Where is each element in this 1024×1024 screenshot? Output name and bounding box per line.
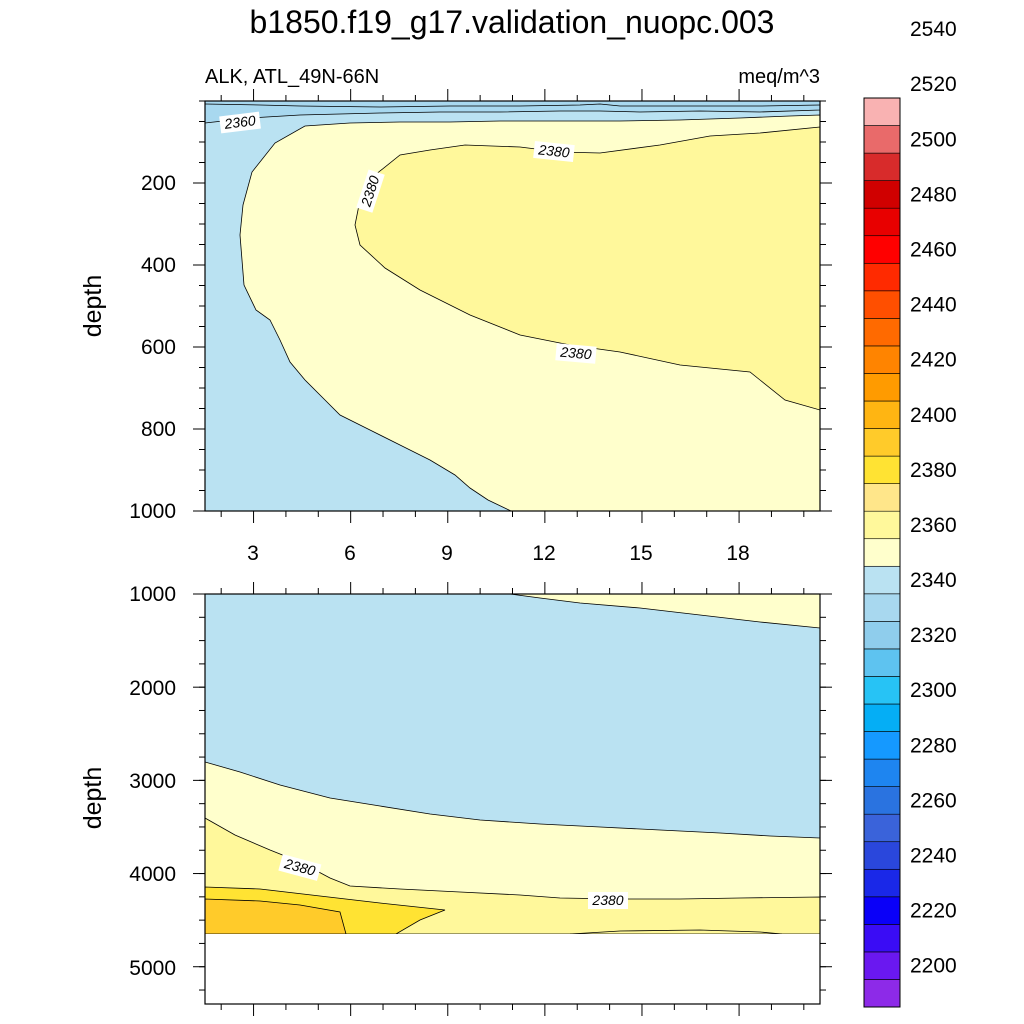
colorbar-swatch [863, 676, 901, 705]
colorbar-label: 2200 [910, 955, 957, 978]
upper-y-axis-label: depth [79, 275, 107, 338]
y-tick-label: 800 [141, 418, 176, 441]
colorbar-label: 2540 [910, 18, 957, 41]
colorbar-swatch [863, 152, 901, 181]
y-tick-label: 1000 [129, 583, 176, 606]
colorbar-label: 2440 [910, 294, 957, 317]
colorbar-swatch [863, 483, 901, 512]
x-tick-label: 3 [247, 542, 259, 565]
x-tick-label: 15 [629, 542, 652, 565]
colorbar-swatch [863, 373, 901, 402]
upper-y-tick-labels: 200 400 600 800 1000 [129, 172, 176, 523]
colorbar-label: 2380 [910, 459, 957, 482]
colorbar-swatch [863, 400, 901, 429]
colorbar-swatch [863, 455, 901, 484]
colorbar-swatch [863, 538, 901, 567]
colorbar-swatch [863, 758, 901, 787]
lower-deep-line [569, 929, 783, 935]
upper-x-tick-labels: 3 6 9 12 15 18 [247, 542, 750, 565]
colorbar-swatch [863, 593, 901, 622]
colorbar-swatch [863, 896, 901, 925]
lower-panel: 2380 2380 1000 2000 3000 4000 5000 depth [79, 582, 832, 1016]
colorbar-label: 2460 [910, 239, 957, 262]
colorbar-label: 2300 [910, 679, 957, 702]
colorbar: 2200 2220 2240 2260 2280 2300 2320 2340 2360 2380… [863, 18, 957, 1008]
contour-label: 2380 [537, 141, 571, 160]
y-tick-label: 4000 [129, 863, 176, 886]
x-tick-label: 18 [726, 542, 749, 565]
colorbar-swatch [863, 868, 901, 898]
x-tick-label: 12 [532, 542, 555, 565]
lower-y-tick-labels: 1000 2000 3000 4000 5000 [129, 583, 176, 980]
upper-surface-line [205, 103, 820, 108]
colorbar-label: 2320 [910, 624, 957, 647]
x-tick-label: 6 [344, 542, 356, 565]
y-tick-label: 200 [141, 172, 176, 195]
colorbar-swatch [863, 345, 901, 374]
colorbar-label: 2500 [910, 128, 957, 151]
left-subtitle: ALK, ATL_49N-66N [205, 66, 379, 88]
colorbar-label: 2520 [910, 73, 957, 96]
colorbar-swatch [863, 786, 901, 815]
chart-title: b1850.f19_g17.validation_nuopc.003 [250, 4, 775, 40]
upper-ticks [193, 89, 832, 523]
colorbar-label: 2220 [910, 900, 957, 923]
upper-panel: 2360 2380 2380 2380 200 400 600 800 1000… [79, 89, 832, 565]
lower-ticks [193, 582, 832, 1016]
lower-y-axis-label: depth [79, 767, 107, 830]
colorbar-swatch [863, 235, 901, 264]
colorbar-swatch [863, 731, 901, 760]
lower-contour-labels: 2380 2380 [278, 854, 628, 909]
colorbar-swatch [863, 924, 901, 953]
colorbar-swatch [863, 318, 901, 347]
lower-fill-2410 [205, 898, 347, 935]
contour-label: 2360 [223, 112, 257, 132]
colorbar-swatch [863, 621, 901, 650]
y-tick-label: 600 [141, 336, 176, 359]
upper-contour-labels: 2360 2380 2380 2380 [219, 111, 597, 364]
right-subtitle: meq/m^3 [738, 66, 820, 88]
colorbar-swatches [863, 97, 901, 1008]
colorbar-swatch [863, 97, 901, 126]
contour-label: 2380 [559, 344, 593, 363]
colorbar-swatch [863, 648, 901, 677]
upper-fill-2390 [354, 126, 820, 411]
y-tick-label: 2000 [129, 677, 176, 700]
colorbar-frame [863, 97, 901, 1008]
colorbar-label: 2480 [910, 183, 957, 206]
colorbar-swatch [863, 262, 901, 292]
colorbar-label: 2340 [910, 569, 957, 592]
x-tick-label: 9 [441, 542, 453, 565]
colorbar-swatch [863, 180, 901, 209]
colorbar-swatch [863, 703, 901, 732]
lower-fill-2380-top [509, 594, 820, 629]
colorbar-swatch [863, 813, 901, 843]
colorbar-label: 2360 [910, 514, 957, 537]
colorbar-label: 2420 [910, 349, 957, 372]
colorbar-swatch [863, 951, 901, 980]
lower-no-data [205, 934, 820, 1004]
colorbar-label: 2240 [910, 845, 957, 868]
colorbar-swatch [863, 510, 901, 540]
colorbar-swatch [863, 290, 901, 319]
colorbar-swatch [863, 125, 901, 154]
colorbar-swatch [863, 979, 901, 1008]
y-tick-label: 400 [141, 254, 176, 277]
contour-label: 2380 [591, 892, 623, 908]
colorbar-swatch [863, 207, 901, 237]
colorbar-label: 2280 [910, 734, 957, 757]
colorbar-swatch [863, 565, 901, 595]
colorbar-labels: 2200 2220 2240 2260 2280 2300 2320 2340 2360 2380… [910, 18, 957, 978]
y-tick-label: 5000 [129, 957, 176, 980]
y-tick-label: 1000 [129, 500, 176, 523]
colorbar-label: 2400 [910, 404, 957, 427]
colorbar-swatch [863, 841, 901, 870]
colorbar-label: 2260 [910, 789, 957, 812]
colorbar-swatch [863, 428, 901, 457]
y-tick-label: 3000 [129, 770, 176, 793]
